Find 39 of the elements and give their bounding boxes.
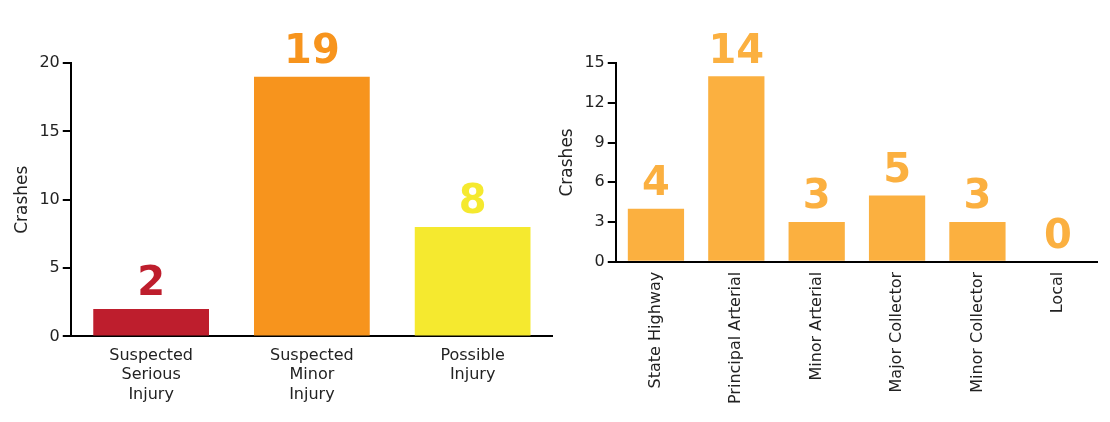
x-tick-label: Suspected Serious Injury [109, 345, 193, 403]
y-tick-label: 0 [49, 325, 60, 345]
y-tick-label: 15 [584, 52, 605, 72]
x-tick-label: Principal Arterial [725, 271, 745, 405]
x-tick-label: Minor Collector [966, 271, 986, 393]
x-tick-label: Major Collector [886, 271, 906, 393]
x-tick-label: State Highway [645, 271, 665, 389]
bar [868, 195, 926, 261]
x-tick-label: Minor Arterial [805, 271, 825, 381]
y-tick-label: 5 [49, 257, 60, 277]
bar [254, 76, 370, 336]
bar [93, 309, 209, 336]
y-tick-label: 9 [594, 131, 605, 151]
y-tick-label: 15 [39, 120, 60, 140]
bar [627, 208, 685, 261]
data-label: 5 [883, 144, 911, 191]
x-tick-label: Local [1046, 271, 1066, 314]
y-tick-label: 12 [584, 91, 605, 111]
data-label: 3 [963, 171, 992, 218]
bar [414, 227, 531, 336]
y-tick-label: 0 [594, 250, 605, 270]
data-label: 14 [708, 25, 765, 72]
y-axis-title: Crashes [10, 165, 31, 234]
y-tick-label: 6 [594, 171, 605, 191]
x-tick-label: Suspected Minor Injury [270, 345, 354, 403]
data-label: 3 [802, 171, 831, 218]
bar [949, 222, 1006, 261]
data-label: 4 [642, 158, 670, 205]
bar [708, 76, 765, 261]
y-tick-label: 3 [594, 211, 605, 231]
data-label: 2 [137, 258, 166, 305]
data-label: 8 [458, 176, 487, 223]
data-label: 0 [1043, 211, 1072, 258]
y-tick-label: 10 [39, 188, 60, 208]
y-tick-label: 20 [39, 52, 60, 72]
y-axis-title: Crashes [555, 128, 576, 197]
bar [788, 222, 845, 261]
data-label: 19 [284, 26, 340, 73]
x-tick-label: Possible Injury [440, 345, 505, 384]
